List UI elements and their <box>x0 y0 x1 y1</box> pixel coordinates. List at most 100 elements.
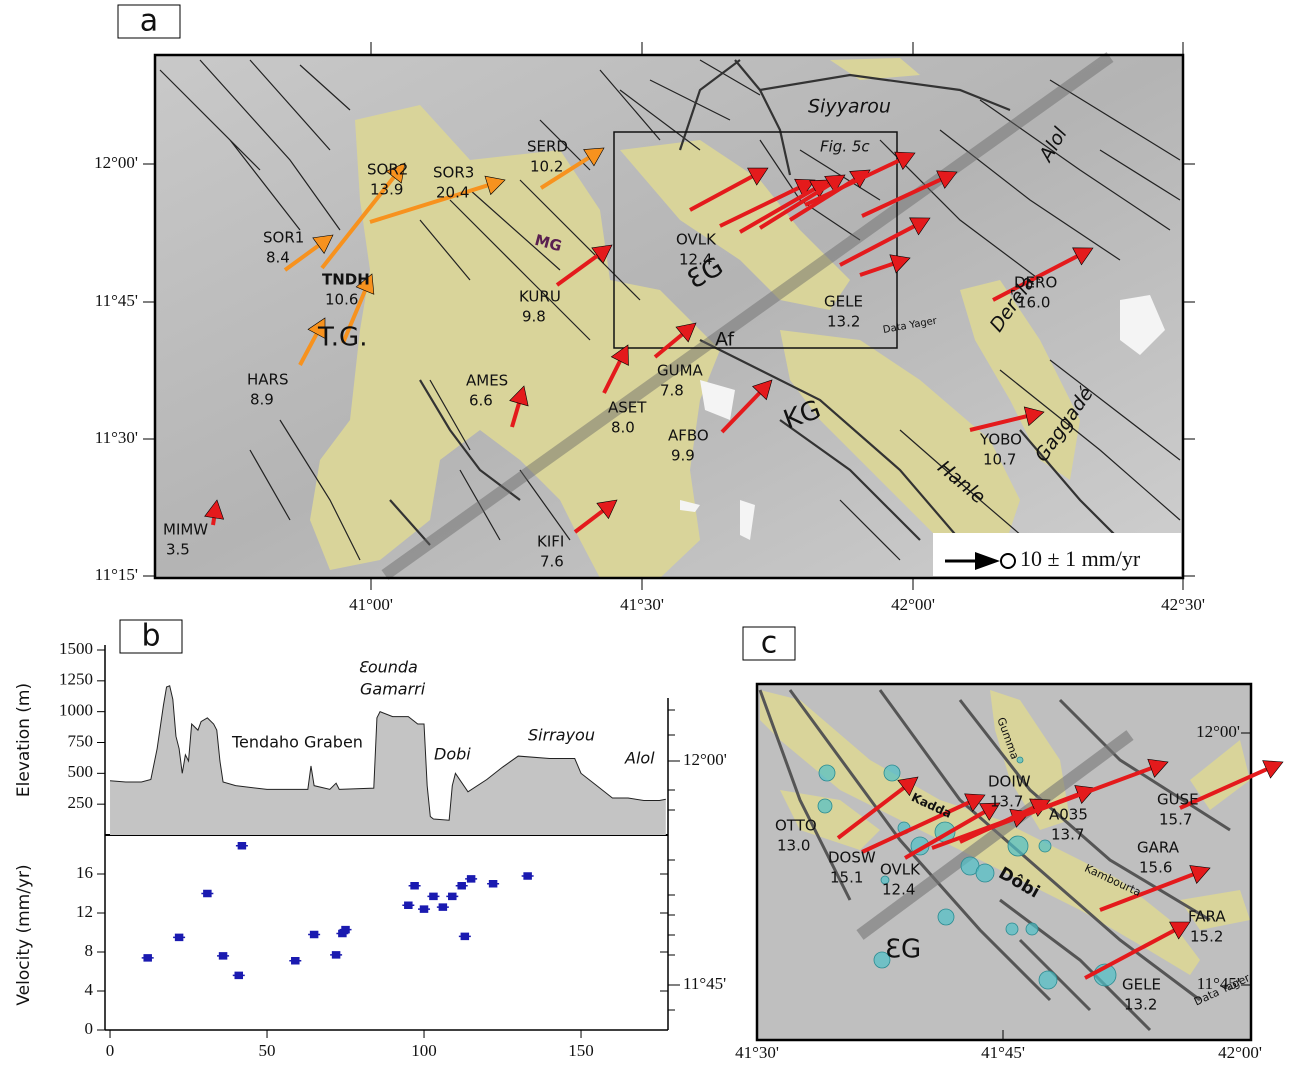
x-tick-label: 150 <box>568 1041 594 1060</box>
x-tick-label: 41°30' <box>620 595 664 614</box>
map-label: T.G. <box>317 323 367 353</box>
map-c-shape-shape <box>883 764 901 782</box>
velocity-arrow <box>839 224 915 267</box>
station-name: DERO <box>1014 274 1057 292</box>
x-tick-label: 41°30' <box>735 1043 779 1062</box>
x-tick-label: 42°00' <box>891 595 935 614</box>
map-a-shape <box>975 552 1000 570</box>
velocity-point <box>330 951 343 959</box>
map-a-shape <box>933 533 1181 576</box>
map-a-shape <box>620 140 850 310</box>
station-name: YOBO <box>979 431 1022 449</box>
arrow-head <box>312 234 334 254</box>
velocity-point <box>141 954 154 962</box>
profile-b-shape <box>119 619 183 654</box>
velocity-arrow <box>1084 928 1176 980</box>
station-name: A035 <box>1049 806 1088 824</box>
station-velocity: 13.2 <box>827 313 860 331</box>
velocity-arrow <box>969 414 1027 432</box>
station-name: SOR1 <box>263 229 304 247</box>
arrow-head <box>385 162 406 184</box>
annotation: Tendaho Graben <box>231 733 363 752</box>
x-tick-label: 50 <box>259 1041 276 1060</box>
station-velocity: 8.4 <box>266 249 290 267</box>
velocity-arrow <box>689 174 754 212</box>
velocity-arrow <box>804 158 900 207</box>
arrow-head <box>583 147 605 167</box>
map-a-shape <box>381 52 1114 580</box>
station-name: SERD <box>527 138 568 156</box>
velocity-arrow <box>283 243 320 272</box>
velocity-arrow <box>602 360 622 394</box>
station-name: MIMW <box>163 521 208 539</box>
map-c-shape <box>856 730 1134 940</box>
velocity-arrow <box>992 254 1078 302</box>
y-tick-label: 1000 <box>59 701 93 720</box>
map-label: ƐG <box>885 935 921 965</box>
velocity-point <box>408 881 421 890</box>
map-c-shape <box>742 626 796 661</box>
station-name: DOSW <box>828 849 876 867</box>
velocity-arrow <box>861 800 970 854</box>
arrow-head <box>484 175 506 196</box>
station-velocity: 20.4 <box>436 184 469 202</box>
y-tick-label: 16 <box>76 863 93 882</box>
velocity-point <box>173 933 186 942</box>
station-name: DOIW <box>988 773 1031 791</box>
station-name: AMES <box>466 372 508 390</box>
velocity-point <box>289 957 302 965</box>
map-a-shape <box>1000 553 1016 569</box>
velocity-arrow <box>861 177 942 218</box>
map-a-shape <box>159 59 1181 561</box>
annotation: Gamarri <box>360 680 426 699</box>
x-tick-label: 41°45' <box>981 1043 1025 1062</box>
station-name: GUMA <box>657 362 704 380</box>
arrow-head <box>897 776 919 797</box>
arrow-head <box>794 178 816 198</box>
velocity-point <box>446 892 459 901</box>
velocity-arrow <box>573 509 604 534</box>
velocity-arrow <box>903 810 986 860</box>
station-name: SOR3 <box>433 164 474 182</box>
y-tick-label: 4 <box>85 980 94 999</box>
map-c-shape <box>755 682 1253 1042</box>
y-tick-label: 11°45' <box>1197 974 1240 993</box>
map-a <box>117 4 1185 580</box>
arrow-head <box>509 385 529 407</box>
arrow-head <box>1262 760 1284 779</box>
map-c-shape-shape <box>817 798 833 814</box>
station-name: GUSE <box>1157 791 1199 809</box>
velocity-arrow <box>653 332 684 359</box>
map-c-shape-shape <box>1016 756 1024 764</box>
velocity-point <box>427 892 440 901</box>
station-velocity: 15.2 <box>1190 928 1223 946</box>
station-name: TNDH <box>322 271 370 289</box>
station-name: OVLK <box>880 861 921 879</box>
arrow-head <box>936 170 958 189</box>
map-c-shape-shape <box>937 908 955 926</box>
station-velocity: 10.2 <box>530 158 563 176</box>
annotation: Sirrayou <box>528 726 595 745</box>
velocity-point <box>308 930 321 939</box>
y-tick-label: 12 <box>76 902 93 921</box>
velocity-point <box>465 875 478 883</box>
station-velocity: 3.5 <box>166 541 190 559</box>
y-tick-label: 500 <box>68 762 94 781</box>
arrow-head <box>1189 865 1211 884</box>
station-velocity: 15.7 <box>1159 811 1192 829</box>
station-velocity: 13.7 <box>990 793 1023 811</box>
arrow-head <box>591 244 613 264</box>
station-name: ASET <box>608 399 647 417</box>
map-a-shape <box>310 105 720 578</box>
station-name: GELE <box>1122 976 1161 994</box>
velocity-arrow <box>341 289 367 344</box>
station-velocity: 6.6 <box>469 392 493 410</box>
panel-label: b <box>141 619 160 654</box>
annotation: Dobi <box>434 745 471 764</box>
y-axis-label: Elevation (m) <box>14 683 34 797</box>
map-c-shape-shape <box>1025 922 1039 936</box>
arrow-head <box>964 793 986 812</box>
annotation: Ɛounda <box>358 658 418 677</box>
velocity-arrow <box>211 517 217 526</box>
lat-tick-label: 12°00' <box>683 750 727 769</box>
